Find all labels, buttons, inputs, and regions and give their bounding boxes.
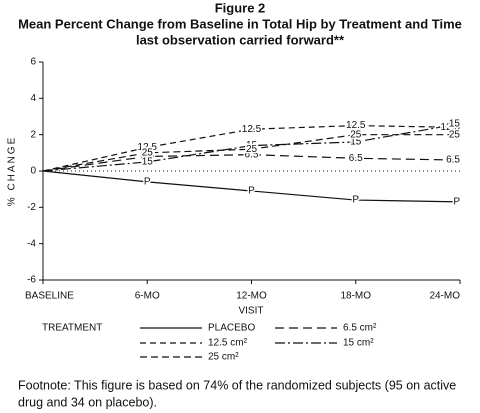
point-marker: 12.5 xyxy=(242,124,262,135)
legend-label: PLACEBO xyxy=(208,323,255,334)
x-tick-label: 12-MO xyxy=(236,291,267,302)
y-tick-label: 4 xyxy=(30,93,36,104)
y-axis-label: % CHANGE xyxy=(7,136,18,206)
point-marker: P xyxy=(248,186,255,197)
series-line xyxy=(42,134,460,172)
footnote: Footnote: This figure is based on 74% of… xyxy=(18,378,456,392)
point-marker: 25 xyxy=(246,144,258,155)
legend-label: 6.5 cm² xyxy=(343,323,377,334)
point-marker: 12.5 xyxy=(138,142,158,153)
legend-title: TREATMENT xyxy=(42,323,102,334)
chart-title: Figure 2 xyxy=(215,0,266,15)
point-marker: 6.5 xyxy=(349,153,363,164)
point-marker: 15 xyxy=(142,157,154,168)
point-marker: P xyxy=(144,177,151,188)
x-tick-label: BASELINE xyxy=(25,291,74,302)
x-tick-label: 6-MO xyxy=(135,291,160,302)
chart-subtitle: Mean Percent Change from Baseline in Tot… xyxy=(18,16,462,31)
chart-subtitle: last observation carried forward** xyxy=(136,32,345,47)
y-tick-label: -4 xyxy=(27,238,36,249)
point-marker: P xyxy=(352,195,359,206)
point-marker: P xyxy=(453,197,460,208)
point-marker: 6.5 xyxy=(245,149,259,160)
point-marker: 25 xyxy=(142,147,154,158)
y-tick-label: -2 xyxy=(27,202,36,213)
series-line xyxy=(42,154,461,172)
legend-label: 25 cm² xyxy=(208,352,239,363)
legend-label: 15 cm² xyxy=(343,338,374,349)
x-axis-label: VISIT xyxy=(238,306,263,317)
point-marker: 25 xyxy=(449,129,461,140)
point-marker: 25 xyxy=(350,129,362,140)
point-marker: 12.5 xyxy=(441,122,461,133)
x-tick-label: 24-MO xyxy=(429,291,460,302)
y-tick-label: 0 xyxy=(30,166,36,177)
y-tick-label: 2 xyxy=(30,129,36,140)
point-marker: 15 xyxy=(246,140,258,151)
x-tick-label: 18-MO xyxy=(340,291,371,302)
point-marker: 15 xyxy=(350,137,362,148)
point-marker: 15 xyxy=(449,118,461,129)
series-line xyxy=(42,123,461,172)
point-marker: 12.5 xyxy=(346,120,366,131)
y-tick-label: 6 xyxy=(30,57,36,68)
point-marker: 6.5 xyxy=(140,151,154,162)
y-tick-label: -6 xyxy=(27,275,36,286)
legend-label: 12.5 cm² xyxy=(208,338,248,349)
point-marker: 6.5 xyxy=(446,155,460,166)
series-line xyxy=(42,170,461,203)
footnote: drug and 34 on placebo). xyxy=(18,395,157,409)
series-line xyxy=(42,124,461,172)
